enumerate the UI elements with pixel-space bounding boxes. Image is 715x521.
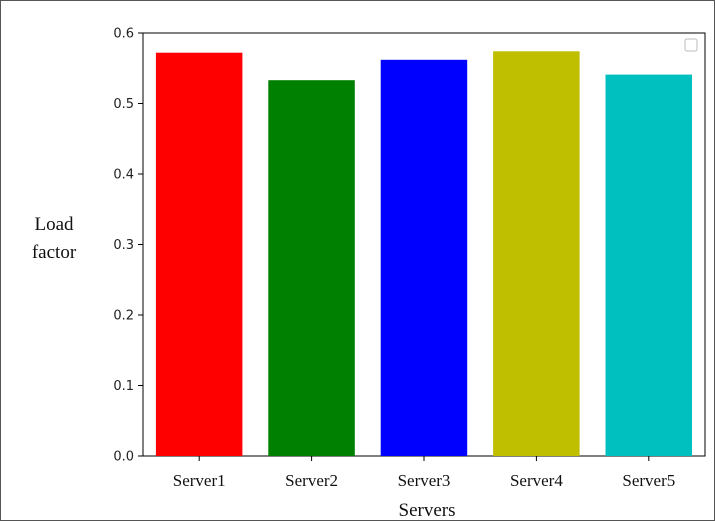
x-tick-label-server1: Server1	[173, 471, 226, 490]
bar-server3	[380, 59, 468, 457]
x-tick-label-server2: Server2	[285, 471, 338, 490]
y-axis-ticks: 0.0 0.1 0.2 0.3 0.4 0.5 0.6	[113, 27, 143, 465]
bar-server4	[493, 51, 580, 457]
legend-box	[684, 38, 698, 52]
y-tick-label: 0.2	[113, 309, 134, 324]
y-tick-label: 0.3	[113, 238, 134, 253]
x-tick-label-server3: Server3	[398, 471, 451, 490]
bar-server1	[155, 52, 243, 456]
x-axis-title: Servers	[399, 500, 456, 521]
bar-server5	[605, 74, 692, 456]
y-tick-label: 0.0	[113, 450, 134, 465]
y-axis-title-line2: factor	[32, 242, 77, 263]
x-axis-ticks: Server1 Server2 Server3 Server4 Server5	[173, 456, 675, 490]
y-tick-label: 0.5	[113, 97, 134, 112]
y-tick-label: 0.1	[113, 379, 134, 394]
y-tick-label: 0.6	[113, 27, 134, 42]
bar-server2	[268, 80, 355, 456]
x-tick-label-server5: Server5	[622, 471, 675, 490]
y-axis-title-line1: Load	[34, 214, 74, 235]
bars-group	[155, 51, 692, 457]
x-tick-label-server4: Server4	[510, 471, 563, 490]
y-tick-label: 0.4	[113, 168, 134, 183]
